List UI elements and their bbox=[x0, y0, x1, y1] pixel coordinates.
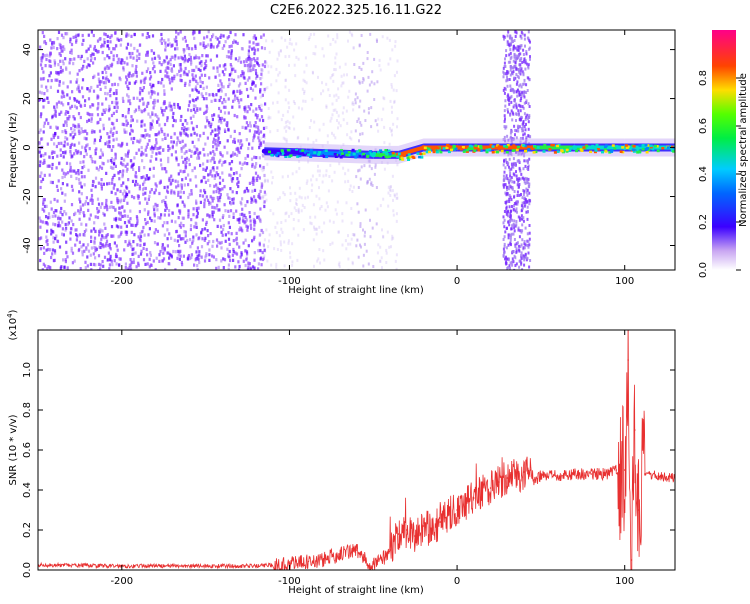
colorbar-tick-label: 0.0 bbox=[698, 262, 709, 278]
snr-scale-label: (x104) bbox=[6, 309, 19, 340]
snr-y-tick-label: 0.8 bbox=[22, 402, 33, 418]
snr-y-tick-label: 0.0 bbox=[22, 562, 33, 578]
snr-scale-suffix: ) bbox=[8, 309, 19, 313]
snr-scale-prefix: (x10 bbox=[8, 318, 19, 341]
snr-point-36 bbox=[623, 469, 626, 471]
snr-x-tick-label: -100 bbox=[278, 576, 301, 587]
snr-point-17 bbox=[439, 521, 442, 523]
snr-points bbox=[38, 359, 675, 567]
spectrogram-frame bbox=[37, 29, 676, 271]
spectrogram-x-tick-label: 0 bbox=[454, 276, 460, 287]
snr-point-4 bbox=[288, 563, 291, 565]
snr-point-26 bbox=[515, 475, 517, 477]
snr-point-23 bbox=[489, 487, 492, 489]
snr-point-30 bbox=[540, 475, 542, 477]
snr-panel: -200 -100 0 100 0.0 0.2 0.4 0.6 0.8 1.0 Height o… bbox=[6, 309, 676, 596]
colorbar-tick-label: 0.8 bbox=[698, 70, 709, 86]
colorbar-label: Normalized spectral amplitude bbox=[738, 73, 749, 227]
snr-point-35 bbox=[615, 469, 618, 471]
snr-point-41 bbox=[644, 473, 646, 475]
snr-plot-area bbox=[38, 330, 675, 570]
snr-scale-exponent: 4 bbox=[6, 313, 14, 318]
spectrogram-y-axis-label: Frequency (Hz) bbox=[8, 112, 19, 188]
snr-point-8 bbox=[364, 559, 366, 561]
snr-point-14 bbox=[414, 535, 417, 537]
snr-y-axis-label: SNR (10 * v/v) bbox=[8, 414, 19, 485]
snr-background bbox=[38, 330, 675, 570]
spectrogram-y-tick-label: -40 bbox=[22, 237, 33, 253]
spectrogram-x-tick-label: -100 bbox=[278, 276, 301, 287]
snr-point-25 bbox=[506, 477, 509, 479]
snr-x-axis-label: Height of straight line (km) bbox=[288, 585, 424, 596]
snr-point-19 bbox=[456, 509, 458, 511]
signal-point-9 bbox=[571, 145, 577, 151]
snr-y-tick-label: 0.4 bbox=[22, 482, 33, 498]
snr-point-31 bbox=[556, 475, 559, 477]
snr-y-tick-label: 0.6 bbox=[22, 442, 33, 458]
spectrogram-y-tick-label: -20 bbox=[22, 188, 33, 204]
spectrogram-x-axis-label: Height of straight line (km) bbox=[288, 285, 424, 296]
svg-text:(x104): (x104) bbox=[6, 309, 19, 340]
snr-point-28 bbox=[530, 469, 532, 471]
snr-point-33 bbox=[590, 473, 592, 475]
snr-point-11 bbox=[389, 549, 391, 551]
snr-point-18 bbox=[447, 513, 450, 515]
colorbar-ticks: 0.0 0.2 0.4 0.6 0.8 bbox=[698, 70, 741, 278]
snr-point-40 bbox=[637, 509, 639, 511]
spectrogram-x-tick-label: 100 bbox=[615, 276, 634, 287]
spectrogram-y-tick-label: 0 bbox=[22, 144, 33, 150]
snr-x-tick-label: 0 bbox=[454, 576, 460, 587]
snr-point-38 bbox=[630, 559, 633, 561]
snr-point-5 bbox=[322, 559, 324, 561]
snr-point-24 bbox=[498, 481, 500, 483]
snr-point-3 bbox=[255, 565, 257, 567]
snr-point-7 bbox=[355, 549, 358, 551]
snr-point-16 bbox=[431, 529, 433, 531]
snr-y-tick-label: 1.0 bbox=[22, 362, 33, 378]
snr-point-10 bbox=[380, 559, 383, 561]
snr-point-15 bbox=[422, 525, 425, 527]
snr-point-39 bbox=[634, 429, 636, 431]
snr-series-line bbox=[38, 330, 675, 570]
signal-band bbox=[261, 138, 675, 164]
snr-point-34 bbox=[607, 473, 609, 475]
colorbar-tick-label: 0.4 bbox=[698, 166, 709, 182]
spectrogram-y-tick-label: 40 bbox=[22, 43, 33, 56]
snr-point-22 bbox=[481, 491, 484, 493]
snr-point-32 bbox=[573, 473, 576, 475]
snr-point-37 bbox=[627, 359, 629, 361]
snr-point-12 bbox=[397, 533, 400, 535]
snr-point-21 bbox=[473, 497, 475, 499]
snr-x-tick-label: -200 bbox=[110, 576, 133, 587]
spectrogram-noise bbox=[38, 30, 532, 270]
spectrogram-y-tick-label: 20 bbox=[22, 92, 33, 105]
snr-y-tick-label: 0.2 bbox=[22, 522, 33, 538]
snr-point-6 bbox=[338, 553, 341, 555]
colorbar: 0.0 0.2 0.4 0.6 0.8 Normalized spectral ampl… bbox=[698, 30, 749, 278]
chart-title: C2E6.2022.325.16.11.G22 bbox=[270, 3, 442, 18]
signal-point-0 bbox=[261, 148, 267, 154]
snr-y-ticks: 0.0 0.2 0.4 0.6 0.8 1.0 bbox=[22, 362, 675, 578]
snr-x-tick-label: 100 bbox=[615, 576, 634, 587]
colorbar-tick-label: 0.2 bbox=[698, 214, 709, 230]
colorbar-gradient bbox=[712, 30, 736, 270]
snr-point-2 bbox=[204, 565, 207, 567]
snr-point-29 bbox=[533, 481, 535, 483]
snr-x-ticks: -200 -100 0 100 bbox=[110, 330, 634, 587]
spectrogram-plot-area bbox=[38, 30, 675, 270]
spectrogram-x-ticks: -200 -100 0 100 bbox=[110, 30, 634, 287]
snr-point-20 bbox=[464, 503, 467, 505]
snr-point-42 bbox=[657, 475, 659, 477]
snr-point-27 bbox=[523, 471, 525, 473]
spectrogram-x-tick-label: -200 bbox=[110, 276, 133, 287]
spectrogram-y-ticks: -40 -20 0 20 40 bbox=[22, 43, 675, 254]
snr-point-9 bbox=[372, 563, 375, 565]
snr-point-13 bbox=[406, 529, 408, 531]
colorbar-tick-label: 0.6 bbox=[698, 118, 709, 134]
